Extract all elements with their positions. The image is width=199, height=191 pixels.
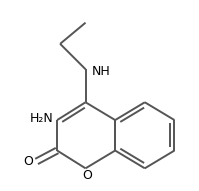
Text: O: O [82,169,92,182]
Text: NH: NH [92,65,111,78]
Text: O: O [23,155,33,168]
Text: H₂N: H₂N [30,112,54,125]
